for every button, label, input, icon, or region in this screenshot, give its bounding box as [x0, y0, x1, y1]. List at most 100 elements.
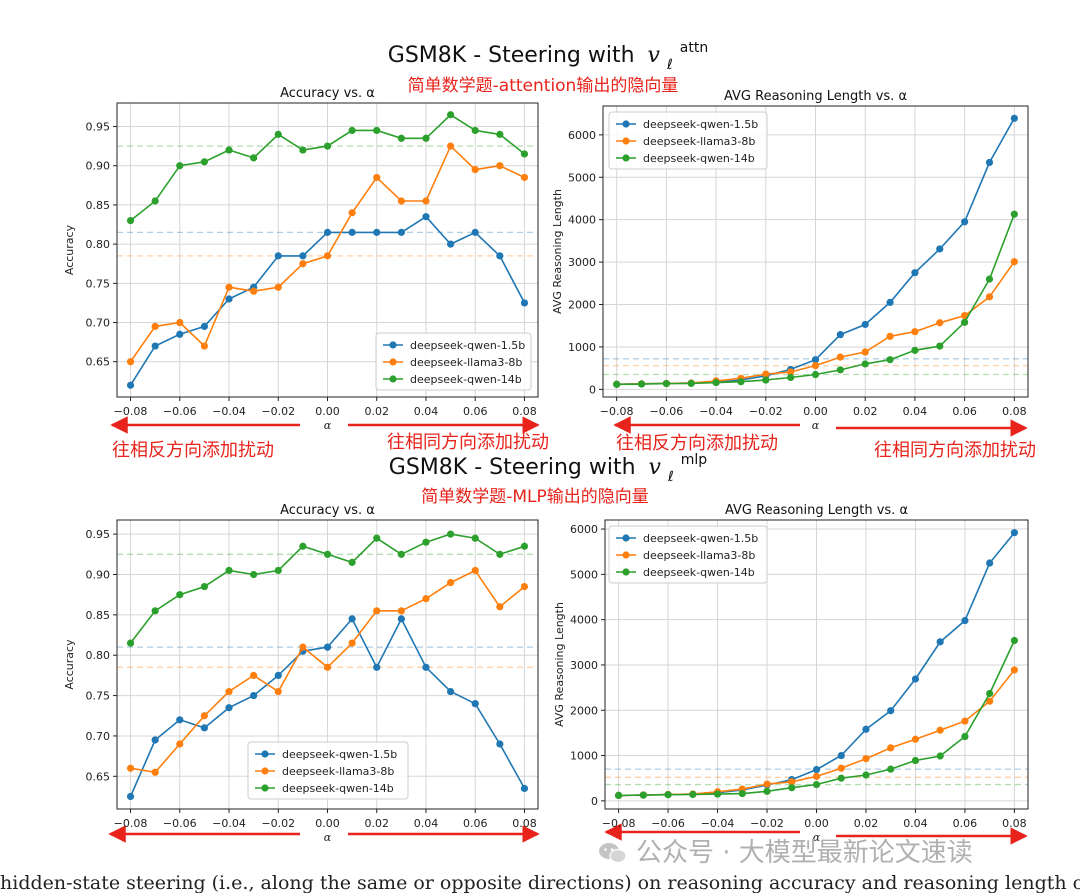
x-tick-label: 0.08 — [512, 405, 537, 418]
data-point-deepseek-qwen-14b — [397, 550, 405, 558]
data-point-deepseek-qwen-14b — [787, 373, 795, 382]
data-point-deepseek-llama3-8b — [861, 348, 869, 356]
row1-subtitle-cn: 简单数学题-attention输出的隐向量 — [408, 76, 679, 96]
data-point-deepseek-qwen-1.5b — [126, 792, 135, 801]
chart-1: −0.08 −0.06 −0.04 −0.02 0.00 0.02 0.04 0.06 0.08… — [63, 86, 539, 432]
data-point-deepseek-qwen-14b — [348, 126, 356, 135]
data-point-deepseek-qwen-14b — [225, 566, 233, 575]
y-tick-label: 5000 — [570, 568, 598, 581]
y-tick-label: 0.95 — [86, 528, 111, 541]
data-point-deepseek-qwen-14b — [373, 126, 381, 135]
data-point-deepseek-qwen-14b — [176, 162, 184, 170]
data-point-deepseek-qwen-14b — [299, 542, 307, 550]
data-point-deepseek-llama3-8b — [397, 197, 405, 205]
data-point-deepseek-qwen-14b — [837, 774, 845, 782]
legend-label: deepseek-qwen-14b — [643, 152, 755, 165]
data-point-deepseek-qwen-14b — [738, 789, 746, 798]
data-point-deepseek-qwen-14b — [397, 134, 405, 142]
data-point-deepseek-qwen-14b — [687, 379, 695, 388]
data-point-deepseek-llama3-8b — [496, 162, 504, 170]
x-tick-label: 0.04 — [414, 817, 439, 830]
data-point-deepseek-qwen-1.5b — [225, 295, 233, 303]
x-tick-label: 0.04 — [414, 405, 439, 418]
legend: deepseek-qwen-1.5b deepseek-llama3-8b deep… — [375, 332, 532, 391]
data-point-deepseek-llama3-8b — [520, 582, 529, 591]
label-same-direction-right: 往相同方向添加扰动 — [874, 440, 1036, 461]
data-point-deepseek-qwen-14b — [961, 732, 969, 741]
data-point-deepseek-qwen-1.5b — [837, 751, 845, 760]
data-point-deepseek-qwen-14b — [200, 582, 209, 591]
legend-label: deepseek-qwen-1.5b — [643, 118, 758, 131]
row1-title: GSM8K - Steering with v ℓ attn — [388, 40, 708, 75]
data-point-deepseek-llama3-8b — [837, 764, 845, 772]
data-point-deepseek-qwen-14b — [1010, 210, 1018, 218]
data-point-deepseek-qwen-14b — [1010, 636, 1018, 645]
data-point-deepseek-qwen-14b — [911, 756, 920, 765]
label-same-direction-left: 往相同方向添加扰动 — [387, 432, 549, 453]
chart-title: AVG Reasoning Length vs. α — [724, 89, 907, 104]
data-point-deepseek-qwen-14b — [274, 130, 282, 138]
x-tick-label: 0.06 — [953, 817, 978, 830]
data-point-deepseek-qwen-1.5b — [299, 252, 307, 260]
data-point-deepseek-llama3-8b — [176, 740, 184, 748]
y-axis-label: Accuracy — [63, 224, 76, 275]
y-tick-label: 4000 — [568, 214, 596, 227]
data-point-deepseek-qwen-1.5b — [961, 218, 969, 226]
data-point-deepseek-qwen-1.5b — [936, 245, 944, 253]
data-point-deepseek-llama3-8b — [274, 687, 282, 696]
data-point-deepseek-qwen-1.5b — [811, 356, 820, 364]
data-point-deepseek-llama3-8b — [911, 735, 920, 743]
x-tick-label: 0.02 — [364, 405, 389, 418]
data-point-deepseek-qwen-14b — [471, 534, 479, 542]
data-point-deepseek-qwen-14b — [788, 784, 796, 792]
data-point-deepseek-llama3-8b — [422, 197, 430, 205]
data-point-deepseek-qwen-14b — [225, 146, 233, 154]
x-tick-label: −0.08 — [600, 405, 634, 418]
data-point-deepseek-llama3-8b — [886, 332, 894, 340]
y-tick-label: 3000 — [568, 256, 596, 269]
row2-title-sup: mlp — [681, 452, 708, 468]
data-point-deepseek-llama3-8b — [373, 173, 381, 182]
y-tick-label: 0.85 — [86, 199, 111, 212]
data-point-deepseek-llama3-8b — [299, 643, 307, 651]
data-point-deepseek-llama3-8b — [225, 687, 233, 696]
data-point-deepseek-qwen-14b — [323, 550, 332, 558]
data-point-deepseek-llama3-8b — [446, 578, 455, 587]
row2-title: GSM8K - Steering with v ℓ mlp — [389, 452, 708, 487]
data-point-deepseek-qwen-14b — [274, 566, 282, 575]
data-point-deepseek-qwen-1.5b — [446, 687, 455, 696]
y-tick-label: 1000 — [568, 341, 596, 354]
data-point-deepseek-qwen-1.5b — [250, 691, 258, 700]
data-point-deepseek-qwen-1.5b — [225, 704, 233, 712]
chart-3: −0.08 −0.06 −0.04 −0.02 0.00 0.02 0.04 0.06 0.08… — [63, 503, 539, 844]
legend-swatch-marker — [389, 358, 397, 366]
data-point-deepseek-llama3-8b — [763, 780, 771, 788]
y-tick-label: 3000 — [570, 659, 598, 672]
wechat-logo-icon — [599, 843, 627, 864]
data-point-deepseek-qwen-1.5b — [862, 725, 870, 733]
data-point-deepseek-llama3-8b — [762, 370, 770, 378]
y-tick-label: 1000 — [570, 750, 598, 763]
data-point-deepseek-llama3-8b — [225, 283, 233, 291]
y-tick-label: 5000 — [568, 171, 596, 184]
chart-4: −0.08 −0.06 −0.04 −0.02 0.00 0.02 0.04 0.06 0.08… — [553, 503, 1029, 844]
data-point-deepseek-qwen-14b — [637, 380, 646, 388]
row2-title-main: GSM8K - Steering with — [389, 455, 636, 480]
x-tick-label: 0.04 — [903, 817, 928, 830]
data-point-deepseek-llama3-8b — [1010, 666, 1018, 674]
x-tick-label: −0.08 — [114, 817, 148, 830]
annotation-arrows — [108, 416, 1028, 845]
x-tick-label: −0.06 — [651, 817, 685, 830]
data-point-deepseek-qwen-1.5b — [471, 228, 479, 236]
legend: deepseek-qwen-1.5b deepseek-llama3-8b deep… — [608, 111, 768, 170]
data-point-deepseek-qwen-14b — [496, 130, 504, 138]
x-axis-label: α — [812, 419, 820, 432]
x-tick-label: 0.08 — [1002, 405, 1027, 418]
data-point-deepseek-qwen-1.5b — [323, 228, 332, 236]
data-point-deepseek-llama3-8b — [151, 768, 159, 776]
data-point-deepseek-llama3-8b — [422, 595, 430, 603]
data-point-deepseek-llama3-8b — [151, 322, 159, 331]
data-point-deepseek-qwen-14b — [126, 217, 135, 225]
data-point-deepseek-llama3-8b — [299, 260, 307, 268]
